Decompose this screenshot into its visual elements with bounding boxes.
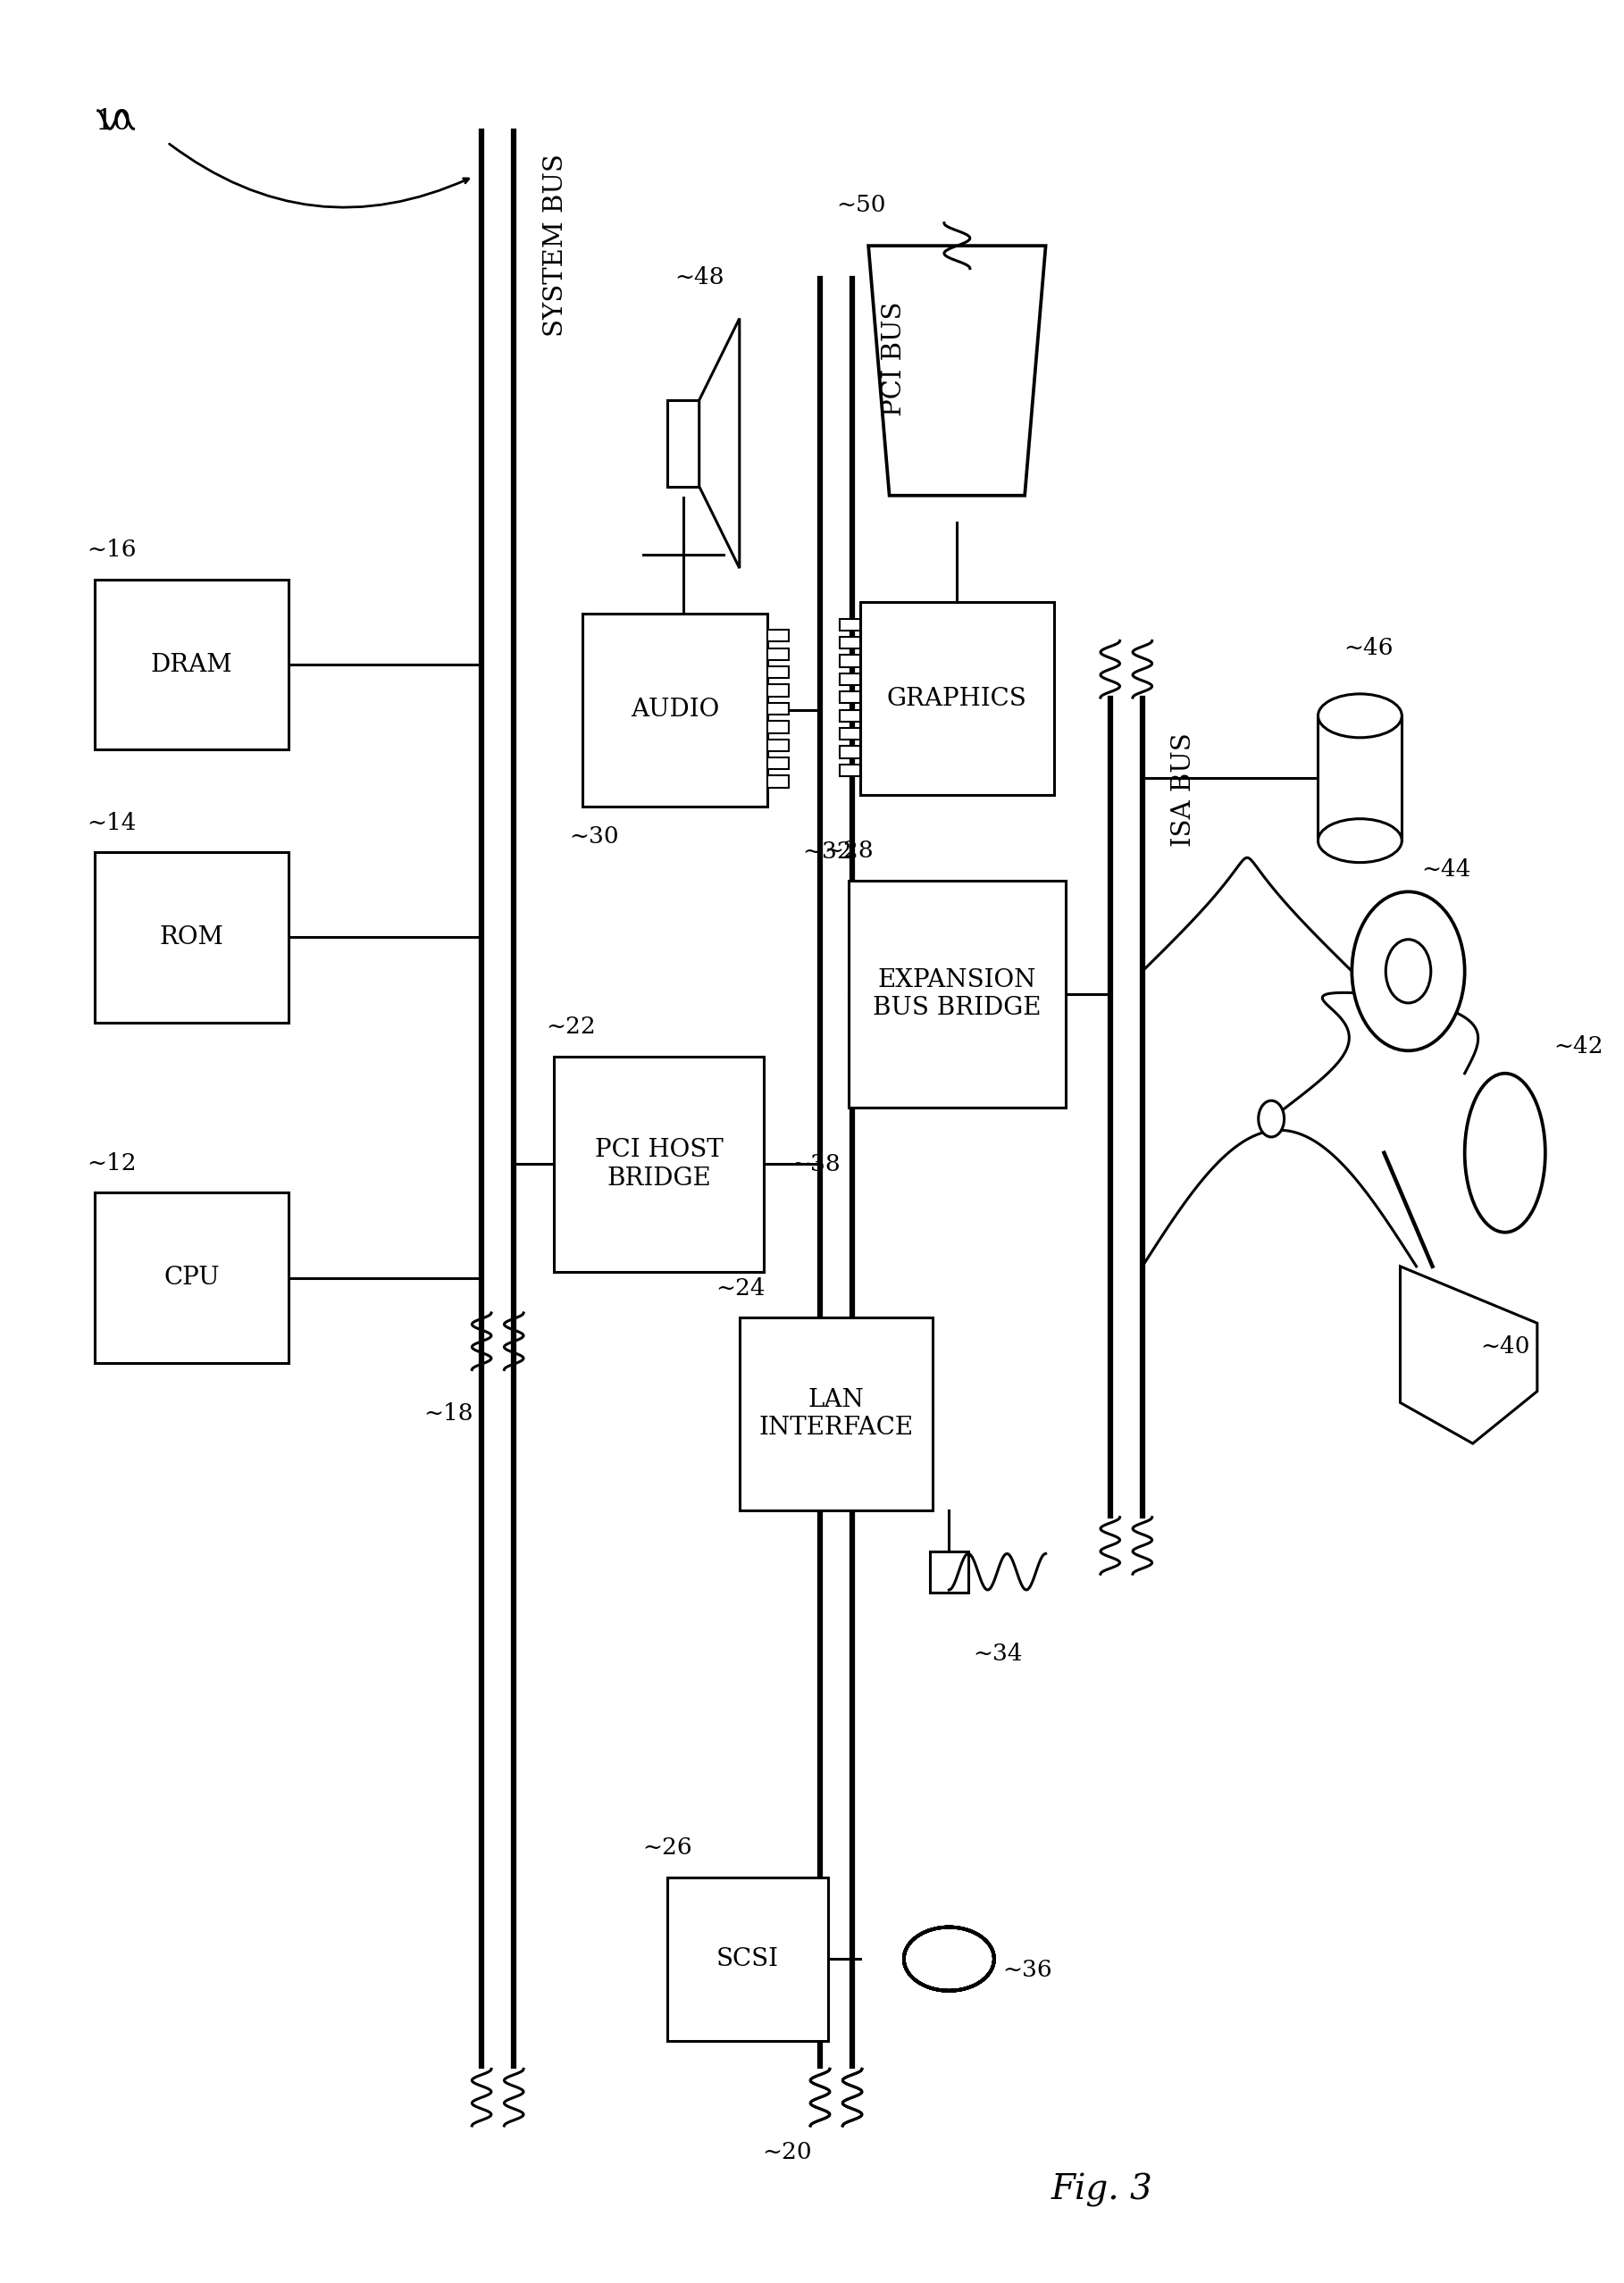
Bar <box>840 619 861 630</box>
Bar <box>583 614 768 806</box>
Bar <box>768 740 789 751</box>
Bar <box>768 648 789 660</box>
Circle shape <box>1385 938 1431 1002</box>
Text: ROM: ROM <box>159 925 224 950</box>
Text: ~24: ~24 <box>715 1276 765 1299</box>
Bar <box>840 765 861 776</box>
Bar <box>840 747 861 758</box>
Text: LAN
INTERFACE: LAN INTERFACE <box>758 1388 913 1441</box>
Text: ~14: ~14 <box>86 810 136 833</box>
Bar <box>840 710 861 721</box>
Bar <box>768 667 789 678</box>
Bar <box>840 655 861 667</box>
Bar <box>768 758 789 769</box>
Text: ~42: ~42 <box>1553 1034 1603 1057</box>
Bar <box>1319 717 1402 840</box>
Text: ~12: ~12 <box>86 1153 136 1173</box>
Text: ~36: ~36 <box>1002 1959 1052 1982</box>
Bar <box>94 580 287 749</box>
Bar <box>94 1192 287 1363</box>
Ellipse shape <box>1319 694 1402 737</box>
Bar <box>768 685 789 696</box>
Text: ~20: ~20 <box>762 2141 812 2162</box>
Bar <box>667 400 700 486</box>
Bar <box>768 703 789 715</box>
Text: EXPANSION
BUS BRIDGE: EXPANSION BUS BRIDGE <box>872 968 1041 1021</box>
Text: SCSI: SCSI <box>716 1947 780 1970</box>
Text: SYSTEM BUS: SYSTEM BUS <box>542 153 568 338</box>
Bar <box>840 692 861 703</box>
Text: ~50: ~50 <box>836 194 885 217</box>
Polygon shape <box>869 247 1046 495</box>
Text: ~40: ~40 <box>1481 1336 1530 1356</box>
Bar <box>667 1877 828 2041</box>
Text: GRAPHICS: GRAPHICS <box>887 687 1026 710</box>
Text: ~46: ~46 <box>1343 637 1393 660</box>
Text: CPU: CPU <box>164 1265 219 1290</box>
Text: ~38: ~38 <box>791 1153 840 1176</box>
Bar <box>861 603 1054 794</box>
Bar <box>768 721 789 733</box>
Text: Fig. 3: Fig. 3 <box>1051 2173 1153 2208</box>
Text: ~32: ~32 <box>802 840 853 863</box>
Bar <box>929 1552 968 1591</box>
Bar <box>848 881 1065 1107</box>
Circle shape <box>1351 893 1465 1050</box>
Text: 10: 10 <box>94 107 132 137</box>
Text: ~48: ~48 <box>676 267 724 290</box>
Text: ~16: ~16 <box>86 539 136 562</box>
Ellipse shape <box>1319 820 1402 863</box>
Bar <box>840 637 861 648</box>
Bar <box>840 728 861 740</box>
Bar <box>768 630 789 642</box>
Text: ~26: ~26 <box>643 1838 692 1858</box>
Polygon shape <box>1400 1267 1538 1443</box>
Text: ISA BUS: ISA BUS <box>1171 733 1197 847</box>
Ellipse shape <box>1465 1073 1546 1233</box>
Bar <box>768 776 789 788</box>
Bar <box>554 1057 763 1272</box>
Bar <box>739 1317 932 1511</box>
Bar <box>94 852 287 1023</box>
Circle shape <box>1259 1100 1285 1137</box>
Text: PCI HOST
BRIDGE: PCI HOST BRIDGE <box>594 1139 723 1189</box>
Text: ~30: ~30 <box>570 824 619 847</box>
Text: ~34: ~34 <box>973 1641 1023 1664</box>
Polygon shape <box>700 317 739 568</box>
Text: ~22: ~22 <box>546 1016 596 1039</box>
Bar <box>840 673 861 685</box>
Text: ~28: ~28 <box>823 840 874 863</box>
Text: ~18: ~18 <box>424 1402 474 1425</box>
Text: AUDIO: AUDIO <box>630 699 719 721</box>
Text: PCI BUS: PCI BUS <box>882 301 906 416</box>
Text: DRAM: DRAM <box>151 653 232 676</box>
Text: ~44: ~44 <box>1421 858 1471 881</box>
